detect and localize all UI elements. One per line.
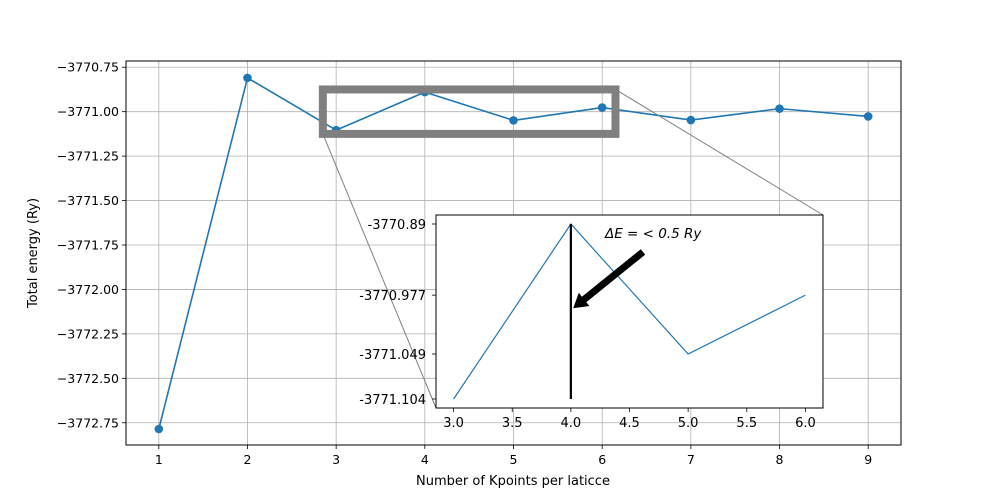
inset-y-tick-label: -3771.049: [359, 348, 426, 363]
inset-series-line: [453, 223, 806, 400]
y-axis-label: Total energy (Ry): [26, 198, 41, 309]
main-y-tick-label: −3772.50: [57, 371, 119, 386]
main-x-tick-label: 8: [776, 452, 784, 467]
inset-plot-area: [436, 215, 823, 408]
inset-x-tick-label: 5.5: [736, 416, 757, 431]
main-data-point: [863, 112, 873, 121]
inset-y-tick-label: -3770.977: [359, 289, 426, 304]
main-y-ticks: −3770.75 −3771.00 −3771.25 −3771.50 −3771.75…: [57, 60, 126, 430]
main-data-point: [686, 115, 696, 125]
inset-x-tick-label: 3.5: [502, 416, 523, 431]
annotation-text: ΔE = < 0.5 Ry: [604, 226, 702, 242]
main-y-tick-label: −3772.00: [57, 282, 119, 297]
main-x-tick-label: 3: [332, 452, 340, 467]
main-y-tick-label: −3772.75: [57, 415, 119, 430]
connector-line-left: [322, 133, 437, 409]
main-y-tick-label: −3771.50: [57, 193, 119, 208]
main-x-ticks: 1 2 3 4 5 6 7 8 9: [155, 445, 872, 467]
main-data-point: [509, 116, 518, 125]
connector-line-right: [615, 89, 824, 216]
main-x-tick-label: 6: [598, 452, 606, 467]
inset-x-tick-label: 4.0: [561, 416, 582, 431]
inset-y-tick-label: -3771.104: [359, 393, 426, 408]
annotation-arrow: [573, 249, 646, 309]
main-y-tick-label: −3772.25: [57, 326, 119, 341]
inset-x-ticks: 3.0 3.5 4.0 4.5 5.0 5.5 6.0: [443, 408, 816, 431]
main-x-tick-label: 4: [421, 452, 429, 467]
zoom-connector-lines: [322, 89, 824, 409]
main-x-tick-label: 5: [510, 452, 518, 467]
x-axis-label: Number of Kpoints per laticce: [416, 474, 610, 489]
main-x-tick-label: 9: [864, 452, 872, 467]
main-x-tick-label: 7: [687, 452, 695, 467]
main-y-tick-label: −3770.75: [57, 60, 119, 75]
main-data-point: [597, 103, 607, 112]
inset-x-tick-label: 5.0: [678, 416, 699, 431]
inset-x-tick-label: 6.0: [795, 416, 816, 431]
inset-y-tick-label: -3770.89: [368, 218, 426, 233]
main-y-tick-label: −3771.75: [57, 238, 119, 253]
inset-y-ticks: -3770.89 -3770.977 -3771.049 -3771.104: [359, 218, 436, 408]
main-axes-frame: [125, 60, 902, 446]
main-data-point: [243, 73, 252, 83]
main-x-tick-label: 2: [244, 452, 252, 467]
inset-x-tick-label: 4.5: [619, 416, 640, 431]
main-data-point: [775, 104, 784, 113]
main-data-point: [154, 424, 164, 434]
main-x-tick-label: 1: [155, 452, 163, 467]
inset-x-tick-label: 3.0: [443, 416, 464, 431]
inset-axes-frame: [435, 214, 824, 409]
zoom-indicator-box: [318, 85, 620, 138]
main-y-tick-label: −3771.25: [57, 149, 119, 164]
main-y-tick-label: −3771.00: [57, 104, 119, 119]
